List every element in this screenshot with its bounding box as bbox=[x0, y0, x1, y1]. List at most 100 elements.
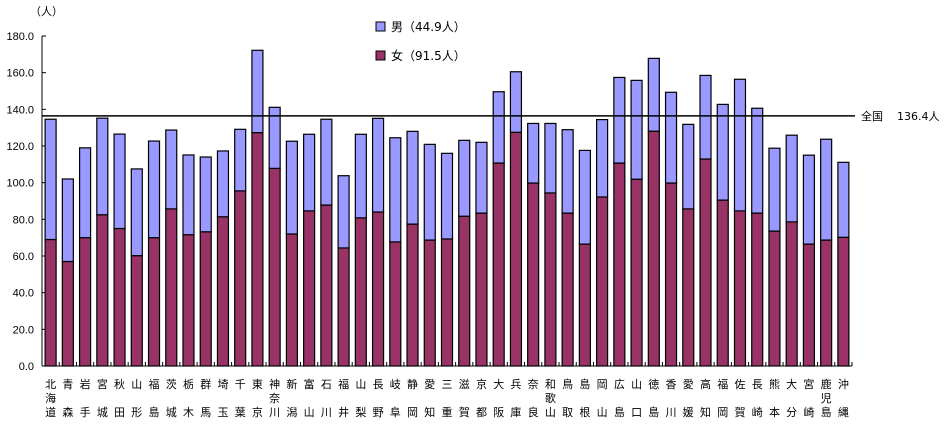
bar-male bbox=[682, 123, 695, 210]
bar-male bbox=[165, 129, 178, 210]
x-tick-label-char: 徳 bbox=[648, 378, 659, 391]
bar-male bbox=[820, 138, 833, 241]
x-tick-label-char: 兵 bbox=[510, 378, 521, 391]
x-tick-label: 愛媛 bbox=[683, 378, 694, 419]
x-tick-label-char: 歌 bbox=[545, 391, 556, 405]
x-tick-label-char: 媛 bbox=[683, 405, 694, 419]
x-tick-label: 福井 bbox=[338, 377, 349, 419]
bar-female bbox=[613, 162, 626, 367]
bar-female bbox=[320, 204, 333, 367]
x-tick-label-char: 京 bbox=[476, 377, 487, 391]
bar-male bbox=[44, 118, 57, 241]
x-tick-label-char: 海 bbox=[45, 391, 56, 405]
x-tick-label-char: 京 bbox=[252, 405, 263, 419]
bar-female bbox=[354, 217, 367, 367]
x-tick-label: 静岡 bbox=[407, 377, 418, 419]
x-tick-label-char: 崎 bbox=[752, 405, 763, 419]
bar-female bbox=[578, 243, 591, 367]
x-tick-label-char: 知 bbox=[700, 405, 711, 419]
x-tick-label-char: 埼 bbox=[217, 377, 228, 391]
x-tick-label-char: 山 bbox=[597, 406, 608, 419]
bar-female bbox=[234, 190, 247, 367]
x-tick-label-char: 沖 bbox=[838, 378, 849, 391]
x-tick-label-char: 岡 bbox=[717, 406, 728, 419]
bar-female bbox=[751, 212, 764, 367]
bar-female bbox=[406, 223, 419, 367]
x-tick-label: 香川 bbox=[666, 378, 677, 419]
x-tick-label-char: 富 bbox=[304, 377, 315, 391]
bar-male bbox=[320, 118, 333, 206]
x-tick-label-char: 都 bbox=[476, 406, 487, 419]
x-tick-label-char: 東 bbox=[252, 378, 263, 391]
x-tick-label: 徳島 bbox=[648, 378, 659, 419]
x-tick-label-char: 玉 bbox=[217, 406, 228, 419]
x-tick-label-char: 潟 bbox=[286, 406, 297, 419]
legend-swatch-male bbox=[375, 21, 386, 32]
bar-female bbox=[802, 243, 816, 367]
bar-male bbox=[303, 133, 316, 212]
x-tick-label-char: 岡 bbox=[597, 378, 608, 391]
x-tick-label: 滋賀 bbox=[459, 378, 470, 419]
x-tick-label: 宮崎 bbox=[803, 377, 814, 419]
x-tick-label-char: 川 bbox=[269, 406, 280, 419]
x-tick-label-char: 大 bbox=[786, 377, 797, 391]
x-tick-label-char: 児 bbox=[821, 392, 832, 405]
x-tick-label-char: 島 bbox=[821, 405, 832, 419]
x-tick-label-char: 青 bbox=[62, 378, 73, 391]
bar-male bbox=[492, 91, 505, 164]
x-tick-label-char: 森 bbox=[62, 405, 73, 419]
bar-male bbox=[234, 128, 247, 192]
x-tick-label-char: 庫 bbox=[510, 405, 521, 419]
x-tick-label-char: 田 bbox=[114, 406, 125, 419]
x-tick-label-char: 賀 bbox=[734, 406, 745, 419]
legend-label-male: 男（44.9人） bbox=[391, 20, 466, 34]
bar-female bbox=[199, 231, 212, 367]
x-tick-label-char: 川 bbox=[666, 406, 677, 419]
x-tick-label-char: 城 bbox=[97, 406, 108, 419]
x-tick-label-char: 分 bbox=[786, 406, 797, 419]
y-tick-label: 100.0 bbox=[6, 178, 34, 190]
x-tick-label-char: 愛 bbox=[683, 378, 694, 391]
x-tick-label-char: 長 bbox=[373, 378, 384, 391]
bar-female bbox=[837, 236, 850, 367]
bar-male bbox=[544, 122, 557, 194]
x-tick-label-char: 茨 bbox=[166, 377, 177, 391]
y-axis-unit-label: （人） bbox=[30, 5, 63, 18]
bar-female bbox=[699, 158, 712, 367]
x-tick-label-char: 石 bbox=[321, 378, 332, 391]
x-tick-label: 群馬 bbox=[200, 377, 211, 419]
bar-male bbox=[561, 129, 574, 214]
x-tick-label-char: 山 bbox=[304, 406, 315, 419]
bar-female bbox=[527, 182, 540, 367]
y-tick-label: 40.0 bbox=[13, 288, 34, 300]
x-tick-label-char: 城 bbox=[166, 406, 177, 419]
bar-male bbox=[578, 149, 591, 245]
x-tick-label-char: 山 bbox=[355, 378, 366, 391]
x-tick-label-char: 岐 bbox=[390, 378, 401, 391]
x-tick-label-char: 福 bbox=[149, 377, 160, 391]
x-tick-label: 福岡 bbox=[717, 377, 728, 419]
bar-male bbox=[664, 91, 678, 184]
bar-female bbox=[61, 260, 74, 367]
x-tick-label-char: 縄 bbox=[838, 405, 849, 419]
x-tick-label: 京都 bbox=[476, 377, 487, 419]
y-tick-label: 20.0 bbox=[13, 324, 34, 336]
bar-female bbox=[561, 212, 574, 367]
x-tick-label: 山口 bbox=[631, 378, 642, 419]
x-tick-label-char: 長 bbox=[752, 378, 763, 391]
bar-male bbox=[596, 118, 609, 198]
bar-male bbox=[647, 57, 660, 132]
bar-female bbox=[337, 247, 350, 367]
x-tick-label-char: 鳥 bbox=[562, 377, 573, 391]
bar-male bbox=[130, 168, 143, 257]
x-tick-label-char: 取 bbox=[562, 406, 573, 419]
bar-male bbox=[147, 140, 161, 239]
x-tick-label: 山形 bbox=[131, 378, 142, 419]
bar-female bbox=[303, 210, 316, 367]
x-tick-label: 茨城 bbox=[166, 377, 177, 419]
bar-female bbox=[165, 208, 178, 367]
x-tick-label: 広島 bbox=[614, 378, 625, 419]
bar-male bbox=[613, 76, 626, 164]
reference-line-value: 136.4人 bbox=[897, 110, 940, 123]
bar-male bbox=[509, 71, 523, 133]
